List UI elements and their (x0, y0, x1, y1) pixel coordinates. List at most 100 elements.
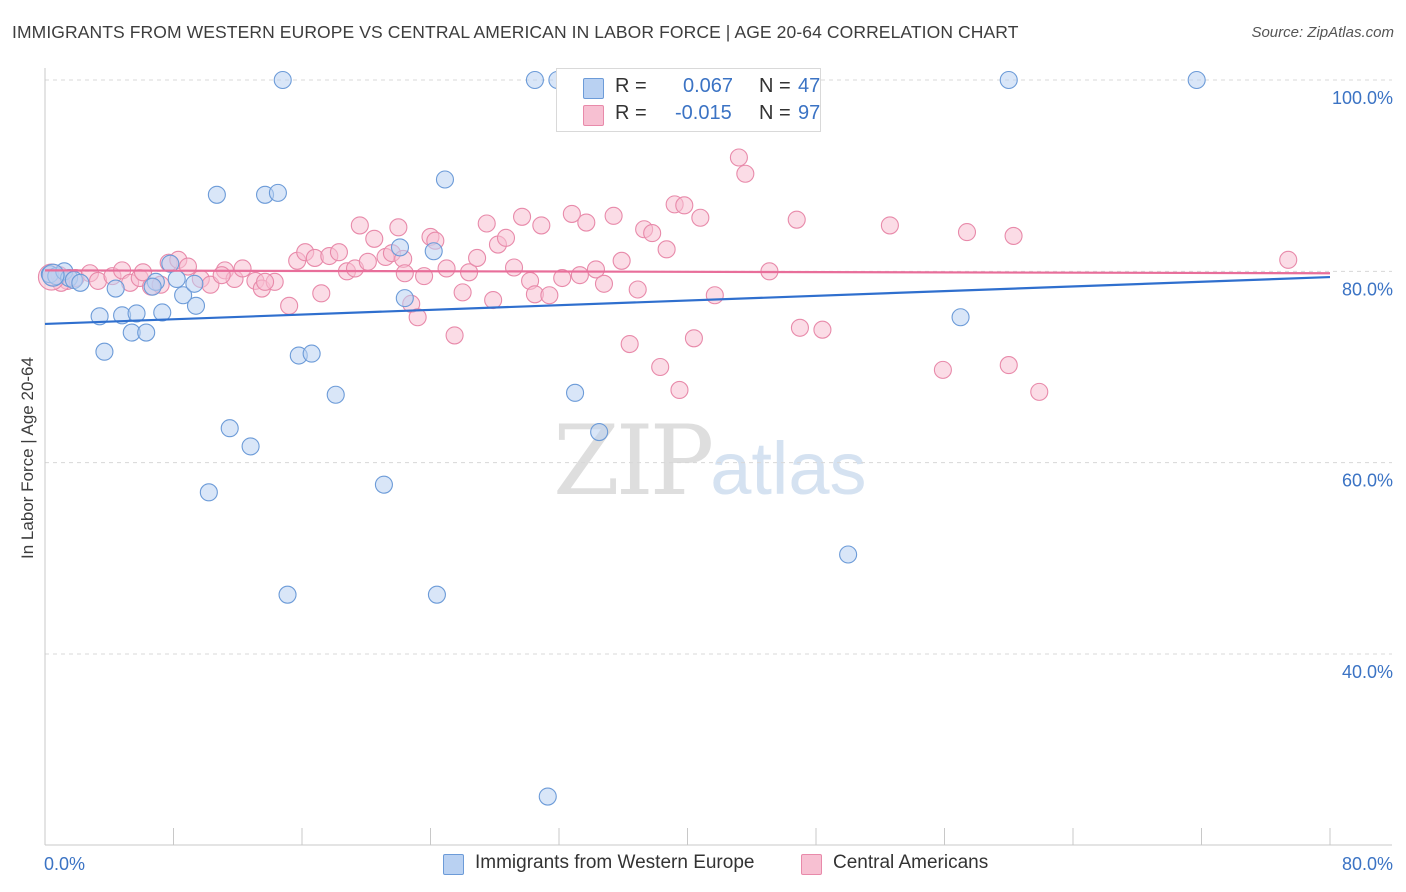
trend-line-western-europe (44, 275, 1331, 326)
data-point-western-europe (427, 585, 446, 604)
data-point-western-europe (538, 787, 557, 806)
n-label: N = (759, 102, 791, 124)
data-point-central-americans (437, 259, 456, 278)
r-value: -0.015 (675, 102, 732, 124)
data-point-central-americans (256, 272, 275, 291)
data-point-western-europe (839, 545, 858, 564)
data-point-western-europe (590, 423, 609, 442)
data-point-western-europe (1187, 70, 1206, 90)
n-value: 47 (798, 75, 821, 97)
data-point-western-europe (174, 286, 193, 305)
data-point-central-americans (553, 268, 572, 288)
n-label: N = (759, 75, 791, 97)
data-point-western-europe (302, 344, 321, 363)
data-point-central-americans (691, 208, 710, 227)
y-tick-label: 40.0% (1342, 662, 1393, 682)
data-point-central-americans (365, 229, 384, 248)
legend-swatch-pink (583, 105, 604, 126)
data-point-central-americans (790, 318, 809, 337)
data-point-central-americans (670, 380, 689, 400)
data-point-western-europe (999, 70, 1018, 90)
trend-lines (44, 269, 1331, 326)
data-point-central-americans (620, 334, 639, 354)
x-tick-label: 80.0% (1342, 854, 1393, 874)
data-point-western-europe (435, 170, 455, 189)
data-point-central-americans (999, 356, 1018, 375)
data-point-western-europe (143, 277, 162, 296)
data-point-western-europe (395, 289, 414, 308)
grid-lines (45, 79, 1392, 655)
data-point-central-americans (651, 357, 670, 377)
data-point-central-americans (358, 252, 377, 271)
data-point-central-americans (468, 248, 487, 267)
data-point-central-americans (705, 286, 724, 305)
data-point-central-americans (736, 164, 755, 183)
data-point-central-americans (477, 214, 496, 233)
r-label: R = (615, 102, 647, 124)
legend-swatch-blue (583, 78, 604, 99)
data-point-central-americans (729, 148, 748, 167)
data-point-central-americans (389, 218, 408, 237)
data-point-western-europe (137, 323, 156, 342)
r-label: R = (615, 75, 647, 97)
series-immigrants-western-europe (40, 70, 1206, 806)
source-label: Source: ZipAtlas.com (1251, 24, 1394, 41)
watermark-atlas: atlas (710, 427, 867, 510)
series-legend: Immigrants from Western Europe Central A… (0, 852, 1406, 878)
chart-title: IMMIGRANTS FROM WESTERN EUROPE VS CENTRA… (12, 22, 1019, 42)
data-point-western-europe (153, 303, 172, 322)
data-point-central-americans (513, 207, 532, 226)
data-point-central-americans (612, 251, 631, 270)
r-value: 0.067 (683, 75, 734, 97)
data-point-western-europe (207, 185, 226, 204)
data-point-western-europe (268, 183, 287, 202)
data-point-central-americans (813, 320, 832, 339)
data-point-central-americans (532, 216, 551, 235)
data-point-central-americans (395, 264, 414, 283)
data-point-western-europe (71, 273, 90, 292)
data-point-central-americans (484, 290, 503, 310)
data-point-central-americans (787, 210, 806, 229)
data-point-western-europe (106, 279, 125, 298)
data-point-western-europe (374, 475, 393, 494)
data-point-central-americans (604, 206, 623, 225)
data-point-western-europe (220, 419, 239, 438)
legend-swatch-pink (801, 854, 822, 875)
data-point-central-americans (628, 280, 647, 299)
data-point-central-americans (453, 283, 472, 302)
data-point-central-americans (408, 308, 427, 327)
data-point-central-americans (1004, 226, 1023, 245)
data-point-central-americans (562, 204, 581, 223)
data-point-central-americans (312, 284, 331, 303)
data-point-central-americans (540, 286, 559, 305)
data-point-central-americans (1279, 250, 1298, 269)
data-point-western-europe (273, 70, 292, 90)
data-point-western-europe (525, 70, 544, 90)
data-point-central-americans (594, 274, 614, 293)
data-point-central-americans (577, 213, 596, 232)
data-point-central-americans (504, 258, 524, 277)
data-point-central-americans (643, 224, 662, 243)
data-point-western-europe (390, 238, 410, 257)
axes (44, 68, 1392, 846)
watermark: ZIPatlas (553, 405, 867, 517)
data-point-western-europe (241, 437, 260, 456)
data-point-western-europe (161, 254, 180, 273)
series-central-americans (37, 148, 1298, 401)
data-point-western-europe (167, 269, 186, 289)
data-point-central-americans (657, 240, 676, 259)
x-tick-label: 0.0% (44, 854, 85, 874)
data-point-central-americans (329, 243, 348, 262)
data-point-central-americans (496, 228, 516, 247)
data-point-western-europe (185, 274, 204, 293)
data-point-central-americans (586, 260, 605, 279)
data-point-central-americans (445, 326, 464, 345)
data-point-western-europe (566, 383, 585, 402)
n-value: 97 (798, 102, 821, 124)
y-tick-label: 60.0% (1342, 471, 1393, 491)
data-point-central-americans (957, 223, 977, 242)
data-point-western-europe (127, 304, 146, 323)
data-point-central-americans (675, 196, 694, 215)
data-point-central-americans (880, 216, 899, 235)
data-point-central-americans (133, 263, 153, 282)
